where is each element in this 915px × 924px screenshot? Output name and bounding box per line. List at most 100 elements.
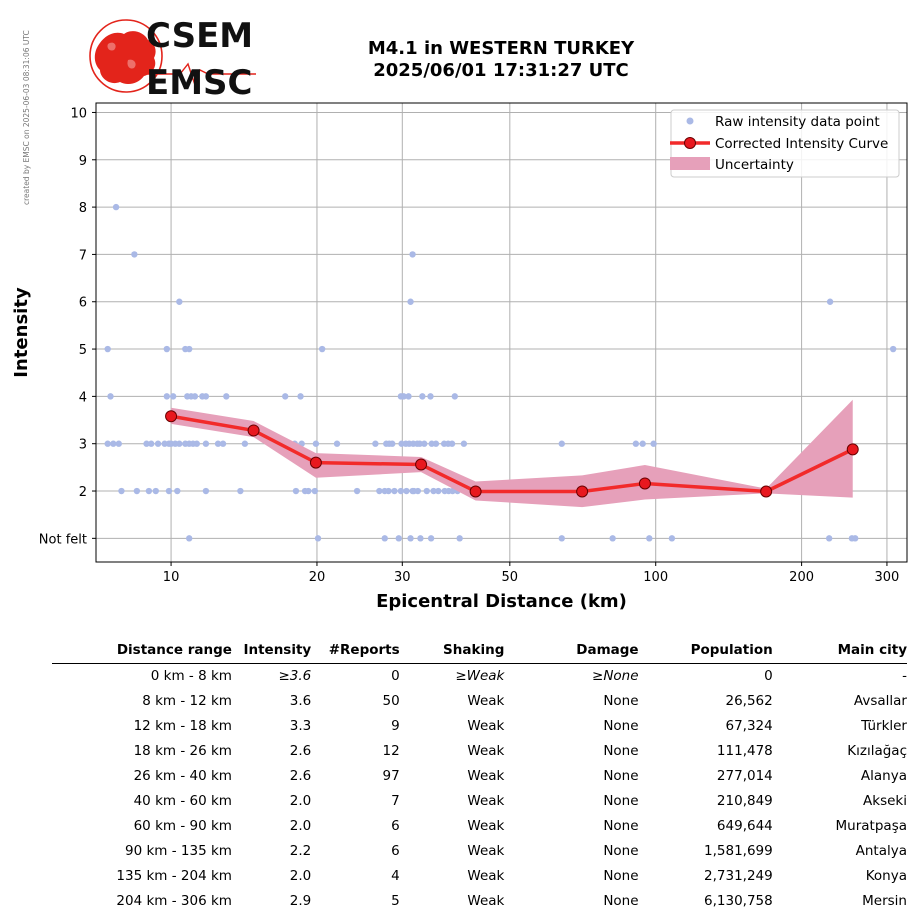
cell-damage: None xyxy=(603,818,639,834)
cell-damage: None xyxy=(603,868,639,884)
raw-data-point xyxy=(202,487,210,495)
raw-data-point xyxy=(389,440,396,447)
raw-data-point xyxy=(376,487,383,495)
raw-data-point xyxy=(223,393,230,400)
legend-band-swatch xyxy=(670,157,710,170)
cell-shaking: Weak xyxy=(467,743,505,759)
legend: Raw intensity data point Corrected Inten… xyxy=(670,109,900,178)
raw-data-point xyxy=(297,393,304,400)
y-tick-label: 5 xyxy=(79,343,87,358)
cell-intensity: 3.6 xyxy=(289,693,312,709)
raw-data-point xyxy=(632,440,640,447)
cell-distance-range: 204 km - 306 km xyxy=(116,893,232,909)
cell-shaking: Weak xyxy=(467,793,505,809)
x-axis-label: Epicentral Distance (km) xyxy=(376,591,627,612)
raw-data-point xyxy=(427,535,435,542)
raw-data-point xyxy=(174,487,181,495)
raw-data-point xyxy=(107,393,114,400)
cell-intensity: 2.0 xyxy=(289,868,312,884)
raw-data-point xyxy=(237,487,244,495)
raw-data-point xyxy=(826,298,834,305)
legend-curve-marker xyxy=(684,137,696,149)
raw-data-point xyxy=(395,535,402,542)
x-tick-label: 30 xyxy=(394,570,411,585)
raw-data-point xyxy=(558,535,565,542)
cell-damage: ≥None xyxy=(592,668,639,684)
raw-data-point xyxy=(154,440,162,447)
curve-marker xyxy=(469,485,482,498)
y-tick-label: 8 xyxy=(79,201,87,216)
cell-reports: 50 xyxy=(382,693,400,709)
table-header-row: Distance range Intensity #Reports Shakin… xyxy=(52,640,907,664)
curve-marker xyxy=(638,477,651,490)
curve-marker xyxy=(309,456,322,469)
table-row: 204 km - 306 km 2.9 5 Weak None 6,130,758 Mers… xyxy=(52,889,907,914)
raw-data-point xyxy=(110,440,117,447)
cell-population: 26,562 xyxy=(725,693,773,709)
cell-damage: None xyxy=(603,743,639,759)
cell-damage: None xyxy=(603,843,639,859)
raw-data-point xyxy=(825,535,833,542)
cell-shaking: Weak xyxy=(467,843,505,859)
col-intensity: Intensity xyxy=(243,642,312,658)
raw-data-point xyxy=(112,203,120,211)
cell-distance-range: 60 km - 90 km xyxy=(133,818,232,834)
legend-band-label: Uncertainty xyxy=(715,157,794,173)
raw-data-point xyxy=(423,487,430,495)
legend-curve-label: Corrected Intensity Curve xyxy=(715,136,888,152)
cell-main-city: Türkler xyxy=(861,718,907,734)
cell-main-city: Antalya xyxy=(855,843,907,859)
raw-data-point xyxy=(372,440,379,447)
raw-data-point xyxy=(118,487,125,495)
raw-data-point xyxy=(889,345,897,353)
cell-damage: None xyxy=(603,768,639,784)
cell-shaking: Weak xyxy=(467,818,505,834)
raw-data-point xyxy=(609,535,616,542)
col-shaking: Shaking xyxy=(443,642,505,658)
y-tick-label: 9 xyxy=(79,154,87,169)
cell-main-city: Kızılağaç xyxy=(847,743,907,759)
raw-data-point xyxy=(318,345,326,353)
raw-data-point xyxy=(176,440,183,447)
raw-data-point xyxy=(131,251,138,258)
table-row: 12 km - 18 km 3.3 9 Weak None 67,324 Türkler xyxy=(52,714,907,739)
legend-raw-marker xyxy=(686,117,694,125)
raw-data-point xyxy=(115,440,122,447)
csem-emsc-logo: CSEM EMSC xyxy=(89,16,256,98)
cell-distance-range: 135 km - 204 km xyxy=(116,868,232,884)
col-main-city: Main city xyxy=(837,642,907,658)
raw-data-point xyxy=(409,251,416,258)
raw-data-point xyxy=(282,393,289,400)
logo-emsc: EMSC xyxy=(146,63,253,98)
cell-damage: None xyxy=(603,793,639,809)
raw-data-point xyxy=(449,487,456,495)
raw-data-point xyxy=(145,487,153,495)
raw-data-point xyxy=(650,440,657,447)
col-damage: Damage xyxy=(576,642,639,658)
raw-data-point xyxy=(668,535,676,542)
raw-data-point xyxy=(165,487,173,495)
raw-data-point xyxy=(104,440,111,447)
cell-reports: 6 xyxy=(391,843,400,859)
raw-data-point xyxy=(381,535,388,542)
raw-data-point xyxy=(312,440,320,447)
cell-reports: 97 xyxy=(382,768,400,784)
curve-marker xyxy=(760,485,773,498)
raw-data-point xyxy=(646,535,653,542)
y-axis-label: Intensity xyxy=(11,287,32,378)
raw-data-point xyxy=(558,440,565,447)
table-row: 90 km - 135 km 2.2 6 Weak None 1,581,699 Antal… xyxy=(52,839,907,864)
cell-distance-range: 12 km - 18 km xyxy=(133,718,232,734)
table-row: 8 km - 12 km 3.6 50 Weak None 26,562 Avsallar xyxy=(52,689,907,714)
curve-marker xyxy=(165,410,178,423)
legend-raw-label: Raw intensity data point xyxy=(715,114,880,130)
cell-distance-range: 8 km - 12 km xyxy=(142,693,232,709)
cell-population: 67,324 xyxy=(725,718,773,734)
x-tick-label: 20 xyxy=(309,570,326,585)
raw-data-point xyxy=(432,440,440,447)
raw-data-point xyxy=(451,393,459,400)
raw-data-point xyxy=(104,345,111,353)
intensity-summary-table: Distance range Intensity #Reports Shakin… xyxy=(52,640,907,914)
y-tick-label: 6 xyxy=(79,296,87,311)
raw-data-point xyxy=(414,487,422,495)
